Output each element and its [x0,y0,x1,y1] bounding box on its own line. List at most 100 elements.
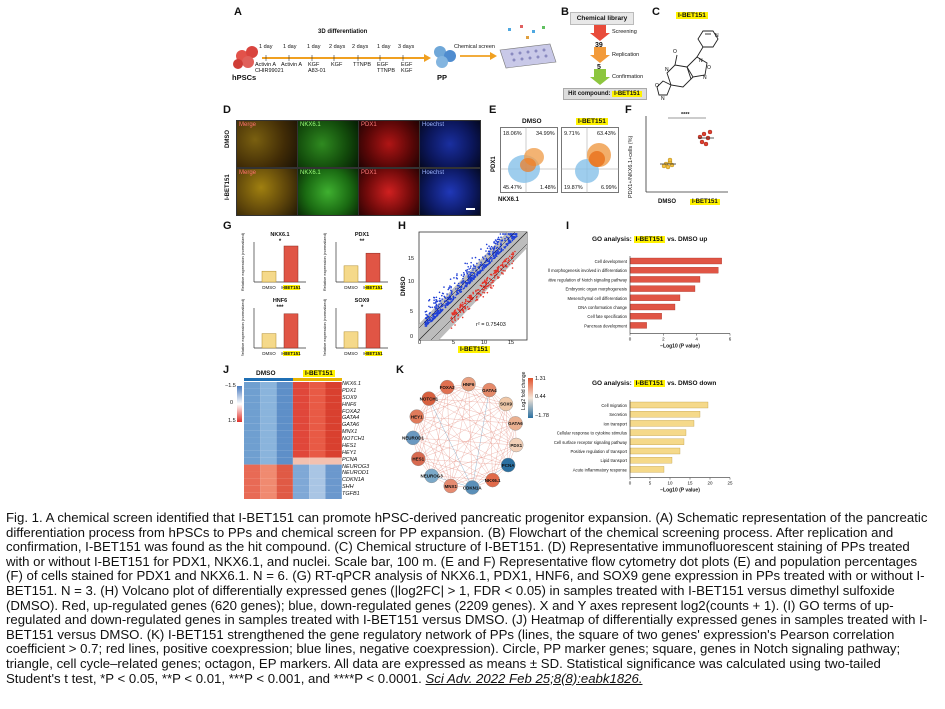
h-point-down [438,291,441,294]
network-node [498,396,514,412]
h-point-down [479,271,482,274]
go-term-label: Cellular response to cytokine stimulus [557,431,627,436]
go-bar [629,429,687,436]
h-point-up [483,291,486,294]
h-point-down [488,260,491,263]
h-point-down [486,247,489,250]
micrograph-ibet-merge: Merge [236,168,298,216]
heatmap-cell [244,423,261,431]
panel-a-end-label: PP [437,73,448,82]
h-point-down [490,245,493,248]
h-point-down [506,244,509,247]
h-point-down [493,247,496,249]
h-point-down [457,292,460,295]
h-point-down [466,262,468,265]
h-point-down [493,245,496,248]
h-point-down [456,274,458,277]
g-cat-ibet: I-BET151 [281,285,301,290]
h-point-down [439,300,441,303]
g-bar-ibet [283,245,299,283]
go-term-label: Embryonic organ morphogenesis [566,287,627,292]
h-point-down [450,286,452,288]
h-point-down [510,233,513,235]
panel-i-bar-chart: Cell development Cell morphogenesis invol… [548,256,732,350]
heatmap-cell [244,464,261,472]
h-point-up [511,255,514,258]
h-point-down [485,265,488,268]
h-point-down [449,294,451,296]
channel-label-nkx61: NKX6.1 [300,122,321,128]
g-cat-highlight [365,285,382,290]
h-point-down [507,236,509,239]
h-ytick-5: 5 [410,309,414,315]
heatmap-cell [244,437,261,444]
g-bar-dmso [343,331,359,349]
h-point-down [457,282,460,285]
h-point-up [457,313,460,316]
h-point-down [443,286,445,288]
heatmap-cell [276,388,293,396]
h-point-down [498,238,501,241]
h-point-down [513,235,515,238]
go-xtick-label: 0 [629,481,632,486]
panel-h-ylabel: DMSO [400,276,407,297]
network-node [465,480,480,495]
network-edge [418,387,448,459]
g-cat-highlight [283,285,300,290]
h-point-up [476,299,479,301]
heatmap-cell [325,416,342,424]
channel-label-pdx1-2: PDX1 [361,170,377,176]
h-point-down [509,241,512,243]
g-ylabel: Relative expression (normalized) [322,298,327,356]
heatmap-gene-label: NEUROD1 [342,470,369,477]
h-point-up [464,300,467,303]
heatmap-cell [292,450,310,458]
network-edge [431,384,469,476]
heatmap-cell [244,395,261,403]
heatmap-gene-label: NKX6.1 [342,381,361,387]
heatmap-cell [292,478,310,486]
network-edge [416,416,516,424]
h-point-down [429,311,431,314]
h-point-down [426,316,428,319]
network-edge [416,416,432,476]
heatmap-cell [325,402,342,410]
heatmap-cell [260,464,277,472]
go-term-label: Acute inflammatory response [573,467,628,472]
h-point-down [496,243,499,246]
heatmap-cell [276,485,293,493]
heatmap-cell [276,457,293,465]
go-bar [629,466,665,473]
h-point-down [462,281,465,283]
g-bar-ibet [365,313,381,349]
heatmap-cell [325,430,342,438]
h-point-up [479,284,482,287]
h-point-up [475,290,477,293]
h-point-down [495,247,498,250]
h-point-up [454,319,456,322]
heatmap-cell [244,409,261,417]
panel-b-flow-arrows [590,25,610,85]
heatmap-cell [260,485,277,493]
panel-a-day-3: 1 day [307,44,321,50]
h-point-down [428,305,430,308]
h-point-up [467,296,469,299]
network-legend-mid: 0.44 [535,394,546,400]
screening-count: 39 [595,42,603,49]
hit-compound-prefix: Hit compound: [568,91,611,97]
h-point-down [500,248,502,251]
h-point-down [462,275,465,278]
panel-f-cat-ibet: I-BET151 [690,199,720,205]
h-point-down [500,236,502,238]
h-point-up [514,250,516,253]
heatmap-cell [244,388,261,396]
heatmap-gene-label: GATA6 [342,422,360,429]
svg-text:O: O [655,83,659,89]
panel-label-k: K [396,364,404,376]
h-point-down [428,321,431,323]
h-point-up [455,312,458,314]
network-edge [428,398,506,405]
heatmap-cell [244,478,261,486]
g-cat-ibet: I-BET151 [363,351,383,356]
caption-citation-link[interactable]: Sci Adv. 2022 Feb 25;8(8):eabk1826. [425,670,643,686]
